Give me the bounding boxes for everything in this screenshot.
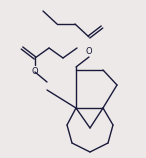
Text: O: O — [86, 46, 92, 55]
Text: O: O — [32, 67, 38, 76]
